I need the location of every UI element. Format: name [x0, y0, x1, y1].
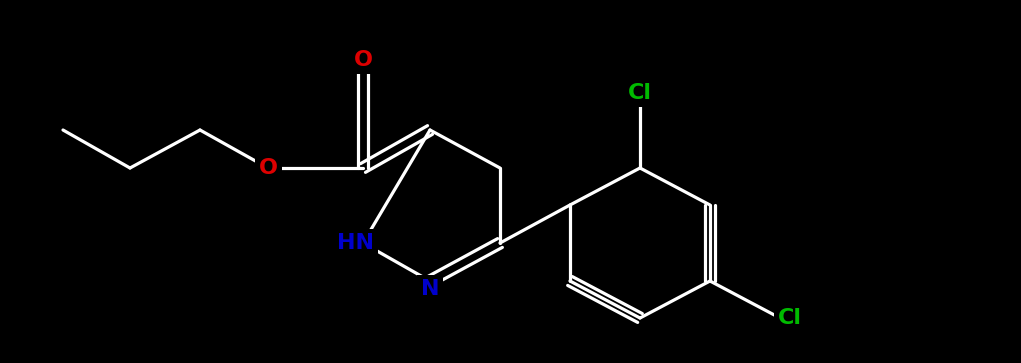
Text: Cl: Cl	[778, 308, 803, 328]
Text: HN: HN	[337, 233, 374, 253]
Text: O: O	[258, 158, 278, 178]
Text: N: N	[421, 279, 439, 299]
Text: O: O	[353, 50, 373, 70]
Text: Cl: Cl	[628, 83, 652, 103]
